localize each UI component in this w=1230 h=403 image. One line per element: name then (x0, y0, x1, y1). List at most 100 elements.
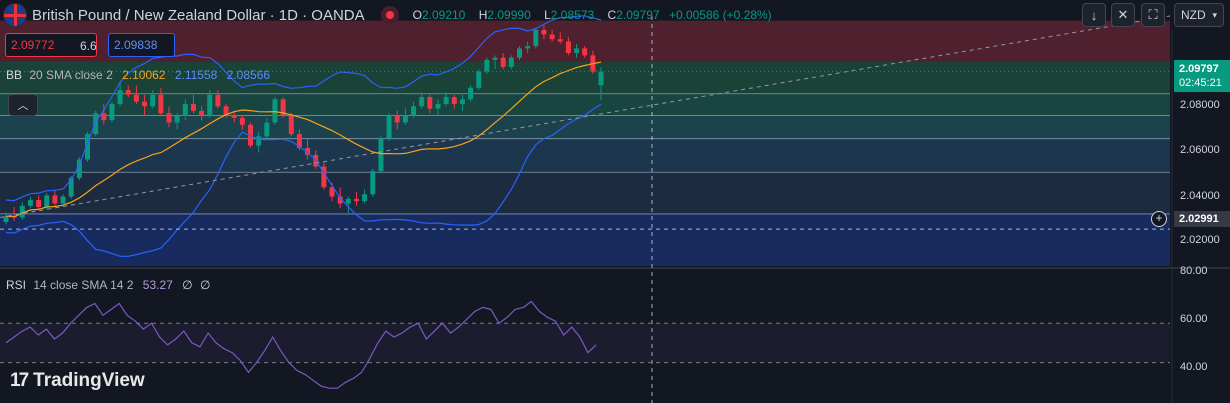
level-zone (0, 93, 1170, 116)
spread-value: 6.6 (80, 39, 97, 53)
candle-body (199, 110, 205, 116)
candle-body (280, 99, 286, 116)
bb-params: 20 SMA close 2 (29, 68, 113, 82)
candle-body (508, 57, 514, 67)
high-value: 2.09990 (487, 8, 531, 22)
candle-body (402, 115, 408, 123)
level-zone (0, 138, 1170, 173)
candle-body (337, 196, 343, 204)
rsi-tick: 40.00 (1180, 361, 1208, 373)
rsi-empty-2: ∅ (199, 278, 211, 292)
candle-body (158, 94, 164, 114)
fullscreen-button[interactable]: ✕ (1111, 3, 1135, 27)
candle-body (27, 200, 33, 206)
gbpnzd-flag-icon (4, 4, 26, 26)
rsi-tick: 80.00 (1180, 265, 1208, 277)
brand-name: TradingView (33, 370, 145, 391)
candle-body (533, 29, 539, 47)
candle-body (190, 103, 196, 111)
ohlc-legend: O2.09210 H2.09990 L2.08573 C2.09797 +0.0… (412, 8, 772, 22)
rsi-params: 14 close SMA 14 2 (33, 278, 134, 292)
candle-body (476, 71, 482, 88)
candle-body (101, 113, 107, 121)
rsi-band (0, 323, 1170, 363)
candle-body (549, 34, 555, 40)
bb-lower-value: 2.08566 (226, 68, 271, 82)
candle-body (394, 115, 400, 123)
candle-body (386, 115, 392, 139)
bb-basis-value: 2.10062 (122, 68, 166, 82)
candle-body (492, 57, 498, 60)
candle-body (223, 106, 229, 116)
candle-body (565, 41, 571, 54)
candle-body (85, 134, 91, 160)
rsi-line (5, 300, 597, 389)
candle-body (207, 94, 213, 116)
candle-body (272, 99, 278, 123)
tradingview-mark-icon: 17 (10, 370, 29, 391)
rsi-tick: 60.00 (1180, 313, 1208, 325)
trend-line (0, 15, 1171, 218)
candle-body (443, 97, 449, 104)
symbol-title[interactable]: British Pound / New Zealand Dollar · 1D … (32, 6, 365, 24)
price-tick: 2.04000 (1180, 190, 1220, 202)
chevron-up-icon: ︿ (17, 100, 29, 112)
candle-body (582, 48, 588, 56)
bb-legend[interactable]: BB 20 SMA close 2 2.10062 2.11558 2.0856… (6, 68, 270, 82)
candle-body (296, 134, 302, 148)
rsi-empty-1: ∅ (182, 278, 193, 292)
candle-body (19, 205, 25, 218)
bb-upper-line (5, 15, 602, 202)
market-status-icon[interactable] (380, 6, 399, 24)
candle-body (370, 171, 376, 195)
buy-button[interactable]: 2.09838 (108, 33, 175, 57)
candle-body (288, 115, 294, 135)
bb-basis-line (5, 61, 602, 218)
candle-body (451, 97, 457, 104)
low-value: 2.08573 (550, 8, 595, 22)
scroll-down-button[interactable]: ↓ (1082, 3, 1106, 27)
price-tick: 2.08000 (1180, 99, 1220, 111)
currency-label: NZD (1181, 8, 1206, 22)
rsi-value: 53.27 (142, 278, 173, 292)
level-zone (0, 61, 1170, 94)
screenshot-icon: ⛶ (1148, 7, 1158, 22)
candle-body (182, 103, 188, 116)
candle-body (362, 194, 368, 202)
candle-body (468, 87, 474, 100)
candle-body (239, 117, 245, 125)
symbol-header: British Pound / New Zealand Dollar · 1D … (0, 0, 772, 30)
rsi-legend[interactable]: RSI 14 close SMA 14 2 53.27 ∅ ∅ (6, 278, 210, 292)
collapse-legend-button[interactable]: ︿ (8, 94, 38, 116)
candle-body (598, 71, 604, 86)
price-tick: 2.02000 (1180, 234, 1220, 246)
candle-body (256, 136, 262, 146)
sell-button[interactable]: 2.09772 (5, 33, 97, 57)
candle-body (419, 97, 425, 107)
candle-body (541, 29, 547, 35)
candle-body (109, 103, 115, 121)
currency-selector[interactable]: NZD ▾ (1174, 3, 1224, 27)
candle-body (353, 198, 359, 202)
level-zone (0, 213, 1170, 266)
screenshot-button[interactable]: ⛶ (1141, 3, 1165, 27)
candle-body (516, 48, 522, 58)
candle-body (427, 97, 433, 109)
candle-body (321, 166, 327, 188)
chevron-down-icon: ▾ (1212, 9, 1217, 20)
candle-body (36, 200, 42, 207)
candle-body (525, 46, 531, 49)
add-alert-plus-icon[interactable]: + (1151, 211, 1167, 227)
bb-lower-line (5, 103, 602, 257)
last-price-value: 2.09797 (1179, 63, 1219, 75)
candle-body (215, 94, 221, 107)
candle-body (44, 195, 50, 207)
candle-body (411, 106, 417, 116)
bb-upper-value: 2.11558 (174, 68, 218, 82)
candle-body (166, 113, 172, 123)
candle-body (500, 57, 506, 67)
candle-body (459, 99, 465, 104)
tradingview-logo[interactable]: 17 TradingView (10, 370, 145, 392)
